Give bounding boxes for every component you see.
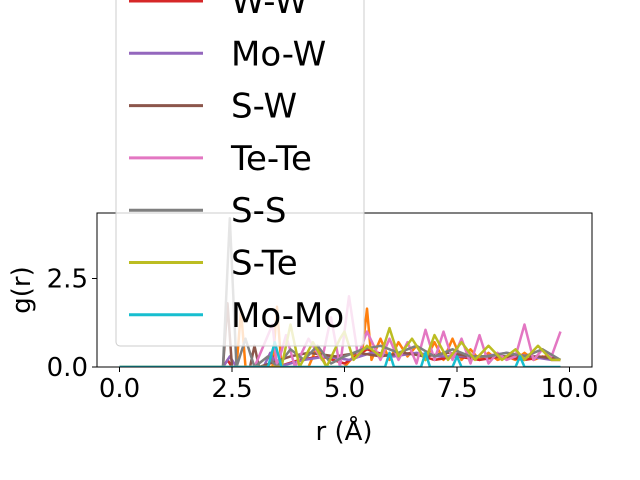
legend-label: S-S	[231, 191, 286, 231]
legend-label: Te-Te	[230, 139, 312, 179]
ticks-layer: 0.0 2.5 5.0 7.5 10.0 0.0 2.5	[47, 264, 599, 404]
y-tick-label: 2.5	[47, 264, 88, 294]
y-tick-label: 0.0	[47, 353, 88, 383]
x-tick-label: 7.5	[436, 374, 477, 404]
x-tick-label: 0.0	[99, 374, 140, 404]
legend-label: S-Te	[231, 244, 298, 284]
x-tick-label: 10.0	[541, 374, 599, 404]
series-layer	[119, 217, 562, 367]
legend-label: Mo-Mo	[231, 296, 344, 336]
legend-frame	[115, 0, 365, 347]
legend-label: Mo-W	[231, 34, 326, 74]
legend-label: S-W	[231, 87, 297, 127]
x-tick-label: 5.0	[324, 374, 365, 404]
legend-label: W-W	[231, 0, 308, 22]
x-tick-label: 2.5	[211, 374, 252, 404]
x-axis-label: r (Å)	[315, 415, 372, 447]
legend: W-W Mo-W S-W Te-Te S-S S-Te Mo-Mo	[115, 0, 365, 347]
series-line-mo-mo	[119, 340, 561, 367]
y-axis-label: g(r)	[7, 266, 37, 313]
